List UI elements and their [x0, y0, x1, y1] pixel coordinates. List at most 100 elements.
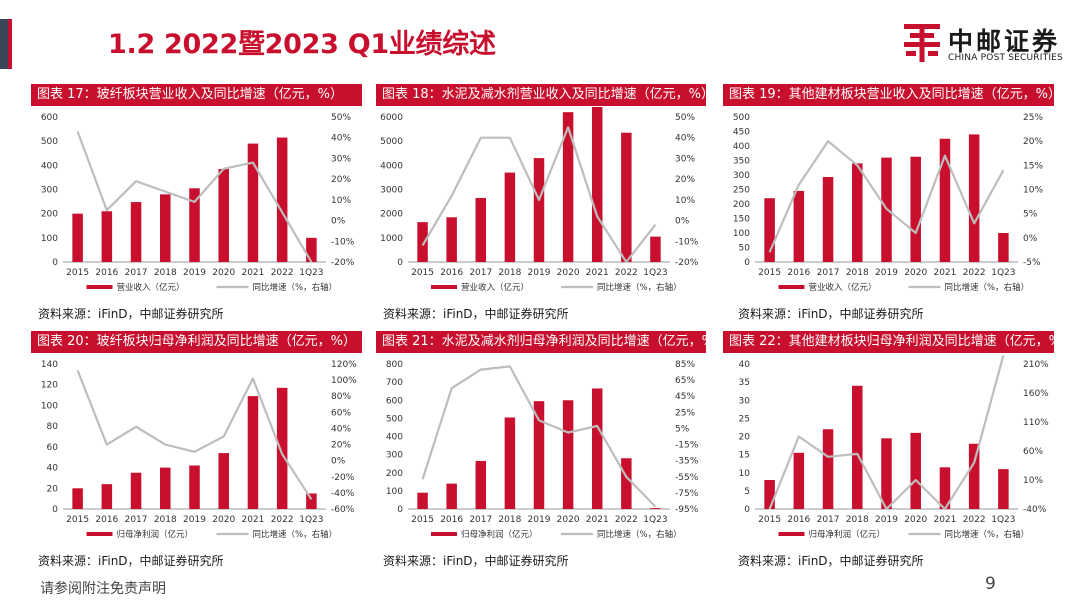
x-tick-label: 2015	[758, 515, 781, 525]
header-accent-stripe	[8, 19, 12, 69]
y-left-tick-label: 400	[733, 142, 750, 152]
legend-bar-swatch	[431, 532, 457, 536]
y-left-tick-label: 80	[47, 422, 59, 432]
bar-2019	[533, 401, 545, 509]
y-left-tick-label: 5	[744, 487, 750, 497]
y-left-tick-label: 300	[733, 171, 750, 181]
x-tick-label: 2021	[586, 268, 609, 278]
chart-otherbm-profit: 0 5 10 15 20 25 30 35 40 -40% 10% 60% 110% 160% 210% 20…	[739, 355, 1049, 540]
y-right-tick-label: 85%	[675, 360, 695, 370]
bar-2019	[533, 158, 545, 262]
bar-2021	[939, 467, 951, 509]
x-tick-label: 2017	[469, 515, 492, 525]
y-left-tick-label: 140	[41, 360, 58, 370]
y-left-tick-label: 600	[41, 113, 58, 123]
bar-2015	[417, 492, 428, 509]
y-left-tick-label: 20	[739, 433, 751, 443]
y-right-tick-label: 0%	[1023, 234, 1038, 244]
y-right-tick-label: 30%	[675, 154, 695, 164]
x-tick-label: 2020	[557, 268, 580, 278]
bar-2017	[130, 472, 142, 509]
bar-1Q23	[998, 233, 1009, 262]
y-left-tick-label: 200	[733, 200, 750, 210]
y-left-tick-label: 0	[744, 505, 750, 515]
x-tick-label: 2019	[183, 515, 206, 525]
x-tick-label: 2020	[212, 515, 235, 525]
x-tick-label: 2017	[817, 268, 840, 278]
y-right-tick-label: 10%	[1023, 476, 1043, 486]
x-tick-label: 2016	[95, 515, 118, 525]
y-right-tick-label: -40%	[331, 489, 355, 499]
bar-2022	[621, 132, 632, 262]
x-tick-label: 1Q23	[991, 515, 1015, 525]
bar-1Q23	[306, 493, 317, 509]
bar-2016	[793, 452, 805, 509]
y-right-tick-label: -40%	[1023, 505, 1047, 515]
company-logo: 中邮证券 CHINA POST SECURITIES	[900, 20, 1075, 65]
legend-bar-swatch	[431, 285, 457, 289]
x-tick-label: 2019	[528, 268, 551, 278]
x-tick-label: 2015	[758, 268, 781, 278]
y-right-tick-label: -60%	[331, 505, 355, 515]
x-tick-label: 2018	[498, 268, 521, 278]
x-tick-label: 1Q23	[991, 268, 1015, 278]
y-left-tick-label: 300	[386, 451, 403, 461]
legend-bar-label: 归母净利润（亿元）	[809, 529, 886, 540]
x-tick-label: 2019	[875, 515, 898, 525]
bar-2015	[764, 480, 775, 509]
x-tick-label: 1Q23	[299, 515, 323, 525]
x-tick-label: 2020	[557, 515, 580, 525]
x-tick-label: 2016	[95, 268, 118, 278]
x-tick-label: 2017	[469, 268, 492, 278]
x-tick-label: 2019	[875, 268, 898, 278]
bar-2016	[793, 190, 805, 262]
y-right-tick-label: 60%	[1023, 447, 1043, 457]
bar-2020	[910, 432, 921, 509]
y-right-tick-label: 5%	[1023, 210, 1038, 220]
y-right-tick-label: 40%	[331, 134, 351, 144]
growth-line	[421, 126, 657, 264]
panel-heading-20: 图表 20：玻纤板块归母净利润及同比增速（亿元，%）	[31, 331, 362, 353]
source-note-17: 资料来源：iFinD，中邮证券研究所	[38, 307, 224, 321]
y-right-tick-label: 25%	[1023, 113, 1043, 123]
bar-2020	[562, 400, 574, 509]
panel-heading-17: 图表 17：玻纤板块营业收入及同比增速（亿元，%）	[31, 84, 362, 106]
x-tick-label: 2016	[440, 268, 463, 278]
legend-line-label: 同比增速（%，右轴）	[597, 529, 682, 540]
legend-bar-swatch	[86, 285, 113, 289]
growth-line	[768, 355, 1005, 511]
bar-2019	[189, 188, 200, 262]
x-tick-label: 2021	[241, 515, 264, 525]
logo-text-cn: 中邮证券	[948, 27, 1061, 56]
chart-cement-profit: 0 100 200 300 400 500 600 700 800 -95% -75% -55% -35…	[386, 360, 699, 540]
y-right-tick-label: -5%	[1023, 258, 1041, 268]
y-right-tick-label: 40%	[675, 134, 695, 144]
y-left-tick-label: 2000	[380, 210, 403, 220]
source-note-20: 资料来源：iFinD，中邮证券研究所	[38, 554, 224, 568]
bar-2021	[939, 138, 951, 262]
legend-line-label: 同比增速（%，右轴）	[253, 529, 338, 540]
y-left-tick-label: 120	[41, 381, 58, 391]
y-left-tick-label: 5000	[380, 137, 403, 147]
growth-line	[76, 131, 313, 263]
panel-heading-21: 图表 21：水泥及减水剂归母净利润及同比增速（亿元，%）	[376, 331, 706, 353]
chart-cement-revenue: 0 1000 2000 3000 4000 5000 6000 -20% -10% 0% 10% 20…	[380, 107, 699, 293]
bar-1Q23	[650, 236, 661, 262]
bar-2016	[446, 483, 457, 509]
x-tick-label: 2020	[212, 268, 235, 278]
bar-2022	[968, 134, 980, 262]
y-right-tick-label: 120%	[331, 360, 357, 370]
y-right-tick-label: 0%	[331, 217, 346, 227]
x-tick-label: 2019	[528, 515, 551, 525]
y-right-tick-label: 20%	[1023, 137, 1043, 147]
x-tick-label: 2021	[241, 268, 264, 278]
panel-heading-22: 图表 22：其他建材板块归母净利润及同比增速（亿元，%）	[723, 331, 1054, 353]
y-right-tick-label: -10%	[675, 237, 699, 247]
y-left-tick-label: 400	[386, 433, 403, 443]
bar-2018	[504, 417, 516, 509]
y-left-tick-label: 0	[397, 505, 403, 515]
y-right-tick-label: 10%	[675, 196, 695, 206]
y-left-tick-label: 0	[52, 505, 58, 515]
x-tick-label: 2022	[615, 268, 638, 278]
y-right-tick-label: 45%	[675, 392, 695, 402]
